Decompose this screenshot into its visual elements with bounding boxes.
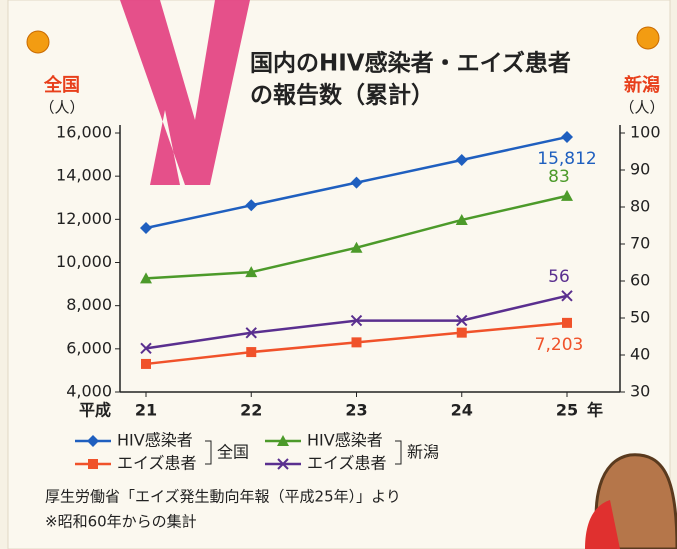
- legend-label: HIV感染者: [307, 431, 383, 450]
- chart: 国内のHIV感染者・エイズ患者 の報告数（累計） 全国 （人） 新潟 （人） 平…: [0, 0, 677, 549]
- chart-title: 国内のHIV感染者・エイズ患者: [250, 50, 571, 77]
- value-label: 7,203: [535, 335, 584, 355]
- data-point: [141, 359, 151, 369]
- y2-tick-label: 100: [630, 123, 661, 142]
- y-tick-label: 10,000: [56, 252, 112, 271]
- y-axis-label: 全国: [43, 74, 80, 96]
- y-tick-label: 12,000: [56, 209, 112, 228]
- value-label: 83: [548, 167, 570, 187]
- x-tick-label: 22: [240, 401, 262, 420]
- y2-tick-label: 80: [630, 197, 650, 216]
- y-tick-label: 4,000: [66, 382, 112, 401]
- y-tick-label: 16,000: [56, 123, 112, 142]
- legend-marker: [88, 459, 98, 469]
- y2-tick-label: 40: [630, 345, 650, 364]
- y-tick-label: 14,000: [56, 166, 112, 185]
- x-tick-label: 21: [135, 401, 157, 420]
- chart-title: の報告数（累計）: [250, 82, 434, 109]
- y2-tick-label: 60: [630, 271, 650, 290]
- y2-axis-unit: （人）: [619, 99, 664, 117]
- x-prefix: 平成: [79, 401, 111, 420]
- data-point: [352, 337, 362, 347]
- y2-axis-label: 新潟: [624, 74, 660, 96]
- data-point: [562, 318, 572, 328]
- legend-label: エイズ患者: [307, 454, 387, 473]
- data-point: [246, 347, 256, 357]
- x-tick-label: 25: [556, 401, 578, 420]
- x-suffix: 年: [587, 401, 603, 420]
- y-axis-unit: （人）: [39, 99, 84, 117]
- footnote: 厚生労働省「エイズ発生動向年報（平成25年）」より: [45, 488, 401, 506]
- y2-tick-label: 50: [630, 308, 650, 327]
- data-point: [457, 328, 467, 338]
- value-label: 56: [548, 267, 570, 287]
- y-tick-label: 6,000: [66, 338, 112, 357]
- legend-label: エイズ患者: [117, 454, 197, 473]
- x-tick-label: 23: [345, 401, 367, 420]
- x-tick-label: 24: [451, 401, 473, 420]
- y2-tick-label: 30: [630, 382, 650, 401]
- legend-group-label: 全国: [217, 443, 249, 462]
- pin: [27, 31, 49, 53]
- footnote: ※昭和60年からの集計: [45, 513, 197, 531]
- pin: [637, 27, 659, 49]
- legend-label: HIV感染者: [117, 431, 193, 450]
- legend-group-label: 新潟: [407, 443, 439, 462]
- y2-tick-label: 70: [630, 234, 650, 253]
- y2-tick-label: 90: [630, 160, 650, 179]
- y-tick-label: 8,000: [66, 295, 112, 314]
